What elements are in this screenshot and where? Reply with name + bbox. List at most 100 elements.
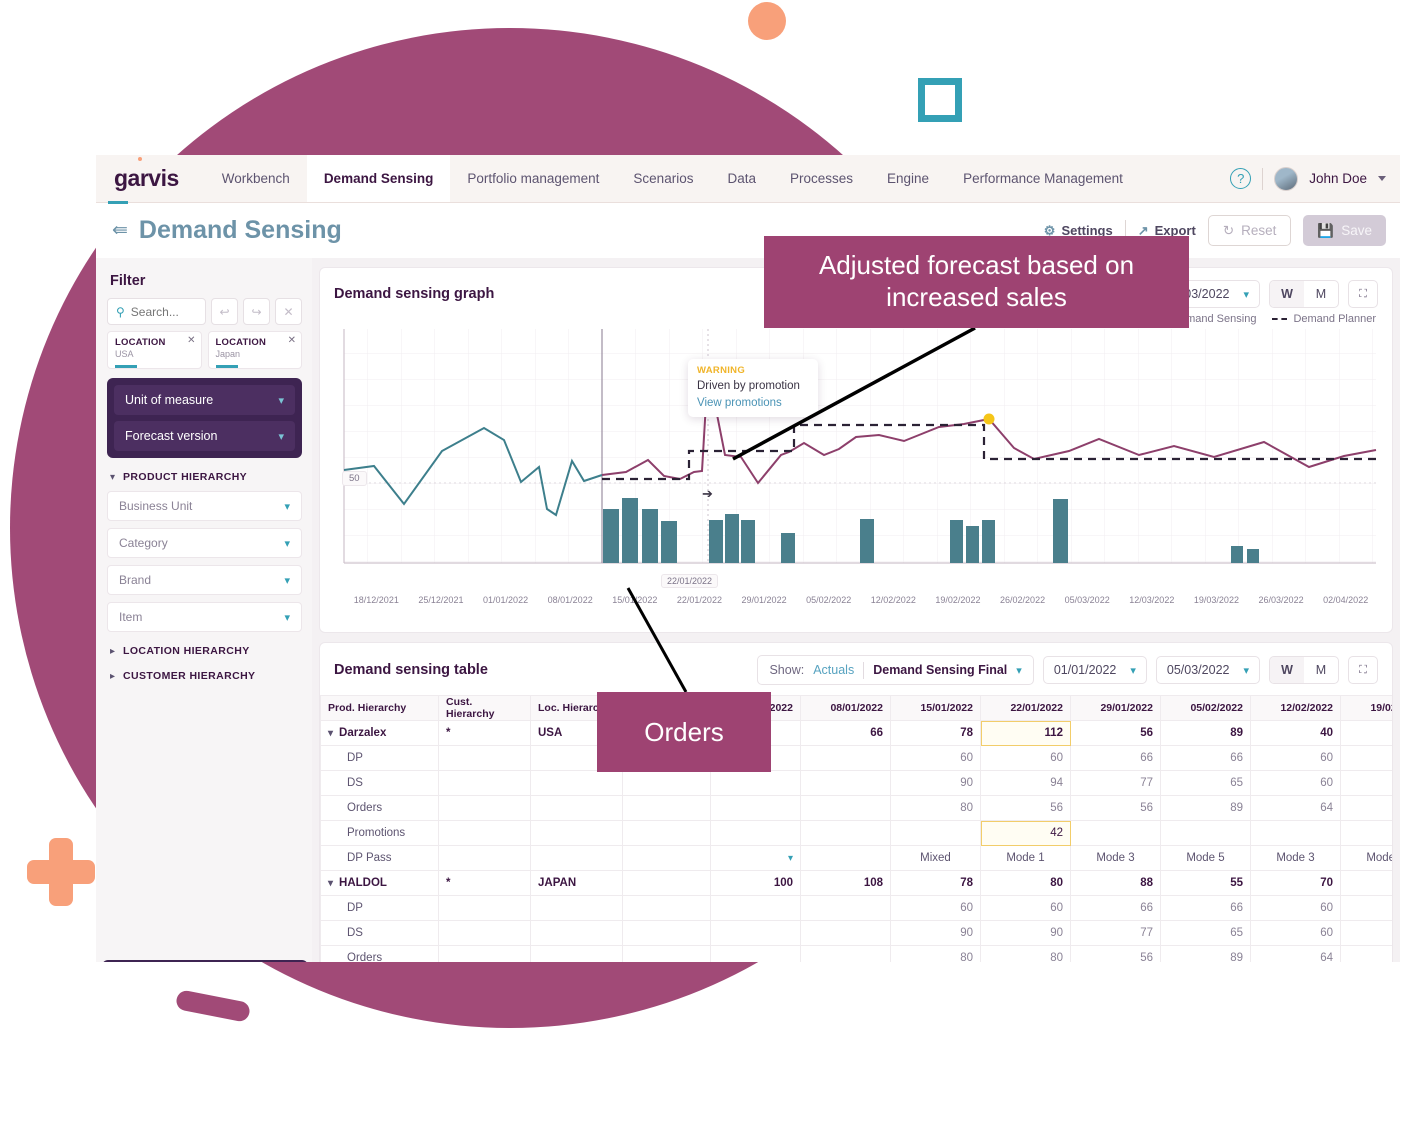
garvis-logo[interactable]: garvis: [96, 155, 205, 204]
data-cell[interactable]: [1160, 820, 1251, 846]
data-cell[interactable]: 94: [980, 770, 1071, 796]
settings-button[interactable]: ⚙ Settings: [1044, 223, 1113, 239]
data-cell[interactable]: [800, 945, 891, 962]
filter-chip-location-usa[interactable]: LOCATION USA ✕: [107, 331, 202, 369]
data-cell[interactable]: 60: [980, 895, 1071, 921]
chevron-down-icon[interactable]: [1378, 176, 1386, 181]
item-select[interactable]: Item ▾: [107, 602, 302, 632]
table-row[interactable]: DS 90 94 77 65 60 67: [320, 770, 1392, 796]
data-cell[interactable]: 100: [710, 870, 801, 896]
data-cell[interactable]: [710, 820, 801, 846]
data-cell[interactable]: 67: [1340, 920, 1392, 946]
graph-granularity-month[interactable]: M: [1315, 287, 1327, 301]
table-row[interactable]: Orders 80 56 56 89 64 94: [320, 795, 1392, 821]
data-cell[interactable]: Mode 4: [1340, 845, 1392, 871]
data-cell[interactable]: 90: [890, 920, 981, 946]
data-cell[interactable]: 80: [980, 945, 1071, 962]
data-cell[interactable]: Mode 1: [980, 845, 1071, 871]
column-header[interactable]: 08/01/2022: [800, 695, 891, 721]
question-circle-icon[interactable]: ?: [1230, 168, 1252, 189]
section-location-hierarchy[interactable]: ▸ LOCATION HIERARCHY: [110, 645, 302, 657]
data-cell[interactable]: 88: [1070, 870, 1161, 896]
data-cell[interactable]: [800, 920, 891, 946]
chevron-down-icon[interactable]: ▾: [328, 878, 334, 889]
avatar[interactable]: [1274, 166, 1299, 191]
chevron-down-icon[interactable]: ▾: [1016, 664, 1022, 677]
data-cell[interactable]: 40: [1250, 720, 1341, 746]
data-cell[interactable]: 77: [1070, 770, 1161, 796]
clear-filters-button[interactable]: ✕: [275, 298, 302, 325]
data-cell[interactable]: 89: [1160, 720, 1251, 746]
data-cell[interactable]: [710, 920, 801, 946]
column-header[interactable]: 19/02/2022: [1340, 695, 1392, 721]
data-cell[interactable]: [622, 820, 711, 846]
data-cell[interactable]: Mixed: [890, 845, 981, 871]
data-cell[interactable]: 60: [890, 895, 981, 921]
table-row[interactable]: ▾ HALDOL * JAPAN 100 108 78 80 88 55 70: [320, 870, 1392, 896]
nav-item-performance-management[interactable]: Performance Management: [963, 171, 1123, 186]
data-cell[interactable]: Mode 5: [1160, 845, 1251, 871]
chevron-down-icon[interactable]: ▾: [787, 852, 793, 864]
data-cell[interactable]: 60: [1250, 770, 1341, 796]
expand-icon[interactable]: ⛶: [1348, 280, 1378, 308]
data-cell[interactable]: 66: [800, 720, 891, 746]
chevron-down-icon[interactable]: ▾: [328, 728, 334, 739]
data-cell-highlighted[interactable]: 42: [980, 820, 1071, 846]
expand-icon[interactable]: ⛶: [1348, 656, 1378, 684]
data-cell[interactable]: 56: [980, 795, 1071, 821]
column-header[interactable]: Prod. Hierarchy: [320, 695, 439, 721]
column-header[interactable]: 15/01/2022: [890, 695, 981, 721]
data-cell[interactable]: [1070, 820, 1161, 846]
reset-button[interactable]: ↻ Reset: [1207, 215, 1292, 246]
data-cell[interactable]: 60: [1250, 895, 1341, 921]
data-cell[interactable]: Mode 3: [1250, 845, 1341, 871]
data-cell[interactable]: [1340, 820, 1392, 846]
data-cell[interactable]: [622, 920, 711, 946]
table-row[interactable]: DS 90 90 77 65 60 67: [320, 920, 1392, 946]
column-header[interactable]: Cust. Hierarchy: [438, 695, 531, 721]
data-cell[interactable]: 89: [1160, 795, 1251, 821]
data-cell[interactable]: 60: [1250, 745, 1341, 771]
graph-granularity-week[interactable]: W: [1270, 281, 1304, 307]
category-select[interactable]: Category ▾: [107, 528, 302, 558]
data-cell[interactable]: 78: [890, 870, 981, 896]
data-cell[interactable]: 70: [1250, 870, 1341, 896]
close-icon[interactable]: ✕: [187, 335, 196, 346]
nav-item-workbench[interactable]: Workbench: [221, 171, 290, 186]
data-cell[interactable]: 66: [1160, 745, 1251, 771]
search-input[interactable]: [130, 304, 197, 319]
data-cell[interactable]: 64: [1250, 795, 1341, 821]
column-header[interactable]: 22/01/2022: [980, 695, 1071, 721]
data-cell[interactable]: 80: [1340, 870, 1392, 896]
table-row[interactable]: DP 60 60 66 66 60 60: [320, 895, 1392, 921]
table-row[interactable]: ▾ Darzalex * USA 66 78 112 56 89 40: [320, 720, 1392, 746]
data-cell[interactable]: [622, 770, 711, 796]
nav-item-demand-sensing[interactable]: Demand Sensing: [306, 155, 451, 202]
section-product-hierarchy[interactable]: ▾ PRODUCT HIERARCHY: [110, 471, 302, 483]
data-cell[interactable]: 56: [1070, 795, 1161, 821]
data-cell[interactable]: 60: [890, 745, 981, 771]
business-unit-select[interactable]: Business Unit ▾: [107, 491, 302, 521]
nav-item-scenarios[interactable]: Scenarios: [633, 171, 694, 186]
data-cell[interactable]: 67: [1340, 770, 1392, 796]
data-cell[interactable]: 56: [1070, 945, 1161, 962]
show-actuals-option[interactable]: Actuals: [813, 663, 855, 677]
filter-chip-location-japan[interactable]: LOCATION Japan ✕: [207, 331, 302, 369]
data-cell[interactable]: 80: [890, 795, 981, 821]
data-cell[interactable]: 66: [1160, 895, 1251, 921]
table-granularity-week[interactable]: W: [1270, 657, 1304, 683]
redo-button[interactable]: ↪: [243, 298, 270, 325]
data-cell[interactable]: [800, 845, 891, 871]
section-customer-hierarchy[interactable]: ▸ CUSTOMER HIERARCHY: [110, 670, 302, 682]
data-cell[interactable]: [800, 795, 891, 821]
save-button[interactable]: 💾 Save: [1303, 215, 1386, 246]
close-icon[interactable]: ✕: [287, 335, 296, 346]
data-cell[interactable]: 55: [1160, 870, 1251, 896]
data-cell[interactable]: [800, 820, 891, 846]
data-cell[interactable]: [800, 745, 891, 771]
back-arrow-icon[interactable]: ⇚: [112, 220, 128, 241]
table-row[interactable]: Promotions 42: [320, 820, 1392, 846]
data-cell[interactable]: [710, 895, 801, 921]
data-cell[interactable]: 108: [800, 870, 891, 896]
show-forecast-option[interactable]: Demand Sensing Final: [873, 663, 1008, 677]
